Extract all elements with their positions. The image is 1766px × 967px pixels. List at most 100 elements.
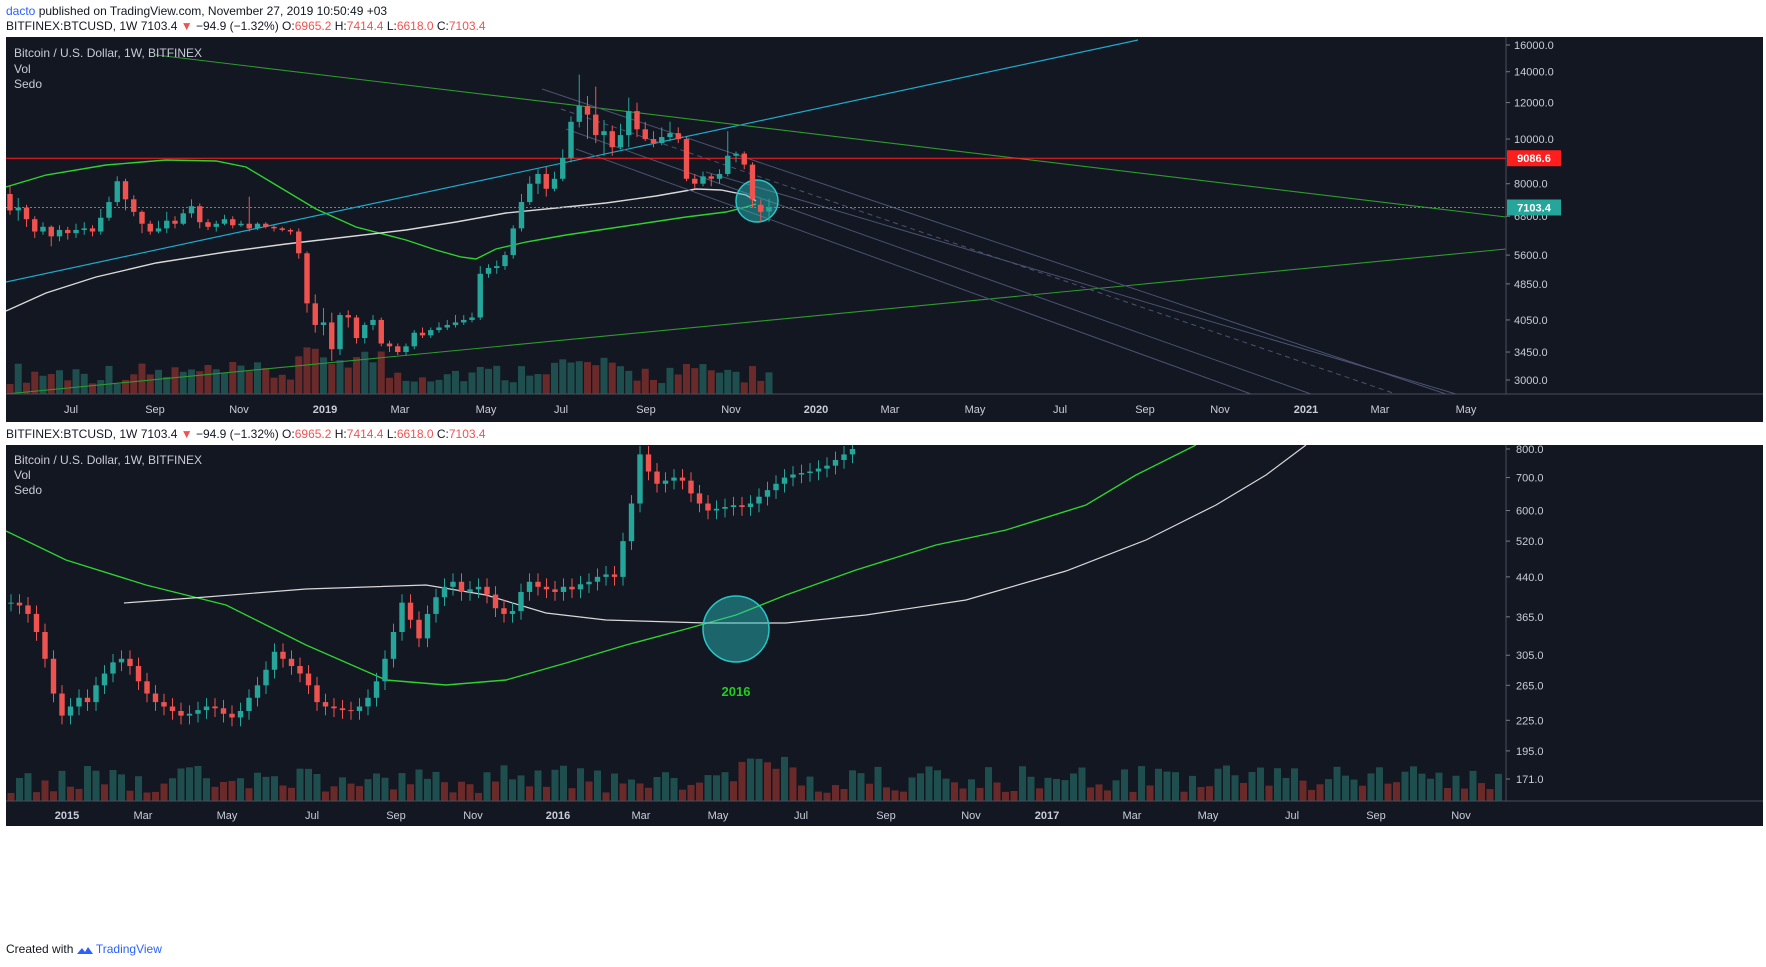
chart-panel-2019[interactable]: 16000.0 14000.0 12000.0 10000.0 8000.0 6800.0…: [5, 37, 1763, 422]
volume-bar: [560, 765, 567, 801]
volume-bar: [279, 785, 287, 801]
candle-body: [186, 713, 193, 716]
last-price: 7103.4: [140, 427, 178, 441]
volume-bar: [592, 365, 600, 394]
volume-bar: [295, 356, 303, 394]
candle-body: [475, 586, 482, 590]
annotation-2016: 2016: [722, 684, 751, 699]
volume-bar: [468, 372, 476, 394]
time-tick-label: Sep: [145, 404, 165, 416]
price-tick-label: 10000.0: [1514, 134, 1554, 146]
volume-bar: [942, 778, 950, 801]
candle-body: [101, 673, 108, 686]
volume-bar: [101, 784, 108, 801]
candle-body: [469, 317, 475, 320]
volume-bar: [1053, 778, 1060, 801]
candle-body: [758, 204, 764, 212]
candle-body: [304, 253, 310, 304]
candle-body: [766, 207, 772, 212]
tradingview-link[interactable]: TradingView: [95, 942, 162, 956]
candle-body: [696, 493, 703, 504]
candle-body: [662, 480, 669, 484]
volume-bar: [747, 758, 754, 801]
volume-bar: [122, 379, 129, 394]
candle-body: [305, 673, 312, 686]
high-value: 7414.4: [346, 19, 384, 33]
volume-bar: [196, 371, 204, 394]
volume-bar: [33, 792, 40, 801]
volume-bar: [169, 778, 176, 801]
volume-bar: [92, 770, 100, 801]
candle-body: [671, 477, 677, 481]
author-link[interactable]: dacto: [6, 4, 36, 18]
volume-bar: [1019, 766, 1026, 801]
volume-bar: [186, 767, 193, 801]
volume-bar: [789, 767, 797, 801]
candle-body: [59, 693, 65, 716]
volume-bar: [699, 364, 707, 394]
created-with: Created with: [6, 942, 74, 956]
candle-body: [395, 346, 401, 353]
time-tick-label: Jul: [1053, 404, 1067, 416]
volume-bar: [155, 369, 162, 394]
time-tick-label: May: [1198, 810, 1219, 822]
candle-body: [807, 471, 813, 474]
volume-bar: [1452, 775, 1460, 801]
candle-body: [730, 505, 737, 507]
close-label: C:: [436, 427, 449, 441]
candle-body: [444, 324, 450, 328]
time-tick-label: May: [217, 810, 238, 822]
chart-svg-2016[interactable]: 800.0 700.0 600.0 520.0 440.0 365.0 305.0 265.0…: [5, 440, 1763, 826]
volume-bar: [832, 785, 839, 801]
volume-bar: [67, 786, 74, 801]
volume-bar: [270, 377, 278, 394]
volume-bar: [908, 777, 916, 801]
volume-bar: [691, 368, 699, 394]
volume-bar: [84, 766, 91, 801]
volume-bar: [39, 375, 47, 394]
volume-bar: [636, 783, 644, 801]
volume-bar: [1172, 772, 1179, 801]
candle-body: [650, 139, 657, 144]
volume-bar: [72, 369, 80, 394]
volume-bar: [594, 770, 601, 801]
volume-bar: [254, 772, 261, 801]
trendline-green-up: [5, 248, 1507, 395]
candle-body: [106, 202, 112, 218]
candle-body: [81, 228, 87, 230]
candle-body: [467, 589, 473, 592]
price-axis: [1506, 37, 1763, 422]
volume-bar: [633, 380, 641, 394]
candle-body: [747, 503, 754, 507]
candle-body: [93, 685, 99, 703]
time-tick-label: 2017: [1035, 810, 1059, 822]
volume-bar: [1027, 776, 1035, 801]
candle-body: [356, 706, 363, 712]
change: −94.9 (−1.32%): [195, 427, 279, 441]
candle-body: [40, 226, 46, 232]
volume-bar: [336, 360, 344, 394]
volume-bar: [50, 791, 57, 801]
volume-bar: [542, 374, 550, 394]
volume-bar: [441, 782, 448, 801]
down-arrow-icon: ▼: [180, 19, 193, 33]
candle-body: [89, 228, 96, 232]
volume-bar: [1376, 767, 1383, 801]
volume-bar: [917, 773, 924, 801]
candle-body: [477, 273, 483, 318]
close-value: 7103.4: [448, 427, 486, 441]
chart-panel-2016[interactable]: 800.0 700.0 600.0 520.0 440.0 365.0 305.0 265.0…: [5, 440, 1763, 826]
volume-bar: [305, 768, 312, 801]
volume-bar: [815, 791, 822, 801]
candle-body: [781, 477, 788, 484]
volume-bar: [772, 768, 780, 801]
volume-bar: [211, 786, 219, 801]
candle-body: [73, 229, 79, 234]
candle-body: [279, 228, 285, 230]
candle-body: [246, 223, 252, 229]
volume-bar: [1393, 782, 1400, 801]
volume-bar: [749, 366, 756, 394]
volume-bar: [80, 373, 88, 394]
candle-body: [378, 319, 384, 344]
chart-svg-2019[interactable]: 16000.014000.012000.010000.08000.06800.0…: [5, 37, 1763, 422]
